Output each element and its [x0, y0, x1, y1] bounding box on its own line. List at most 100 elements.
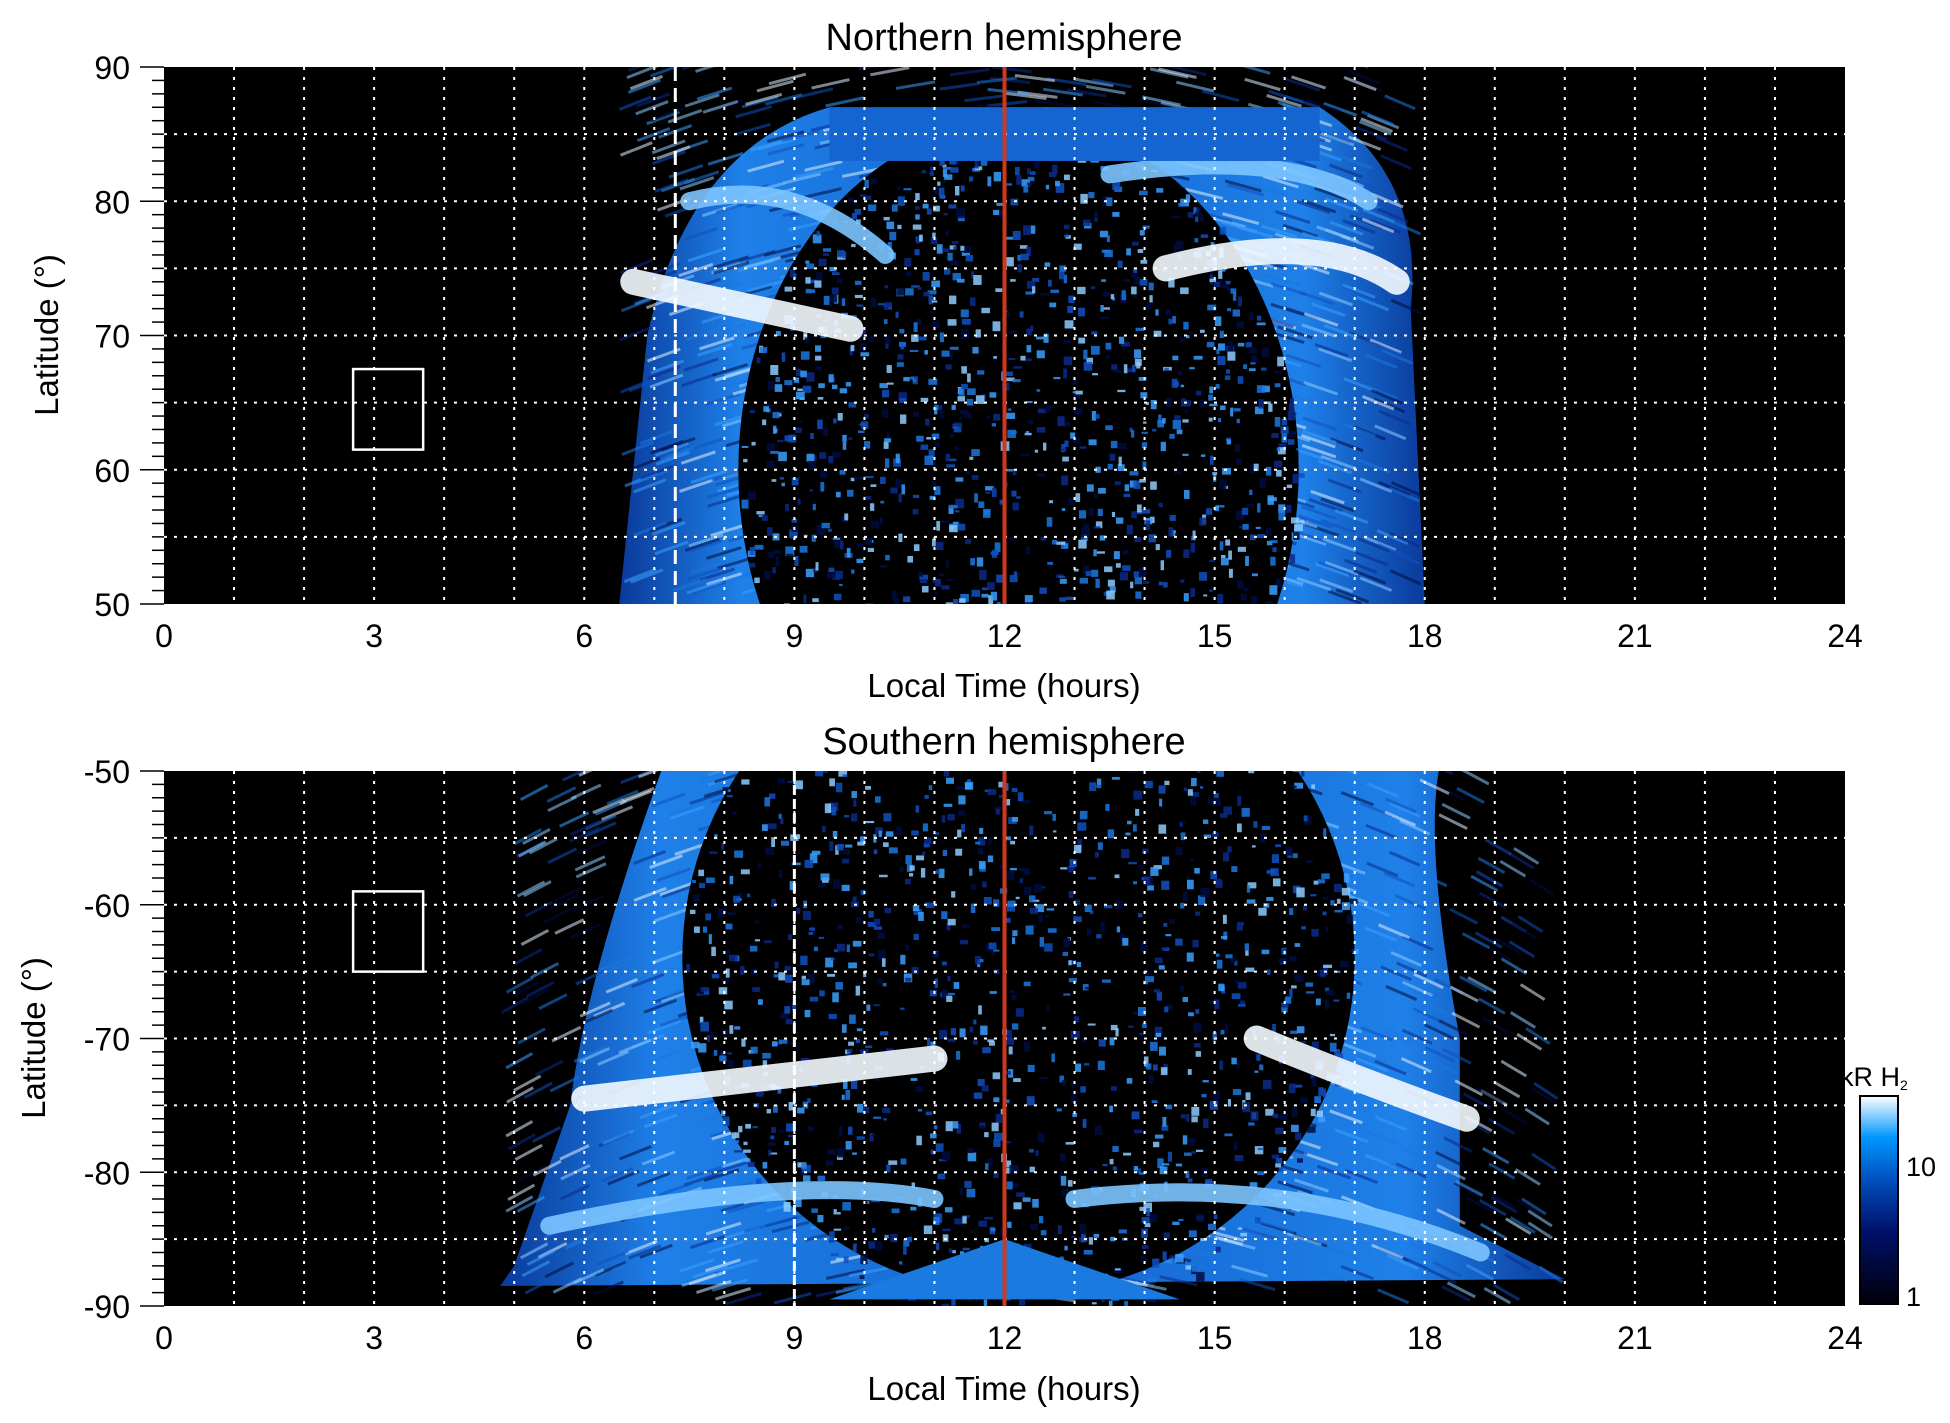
noise-pixel	[830, 957, 835, 961]
noise-pixel	[1040, 536, 1047, 541]
noise-pixel	[786, 1018, 793, 1025]
emission-streak	[620, 141, 653, 157]
emission-streak	[643, 998, 678, 1014]
emission-streak	[1355, 179, 1389, 195]
emission-streak	[696, 86, 733, 101]
emission-streak	[1467, 976, 1496, 994]
noise-pixel	[1048, 172, 1057, 178]
emission-streak	[1327, 589, 1362, 604]
emission-streak	[1412, 1007, 1444, 1024]
noise-pixel	[952, 272, 961, 281]
emission-streak	[573, 1046, 605, 1063]
emission-streak	[1509, 1216, 1536, 1234]
noise-pixel	[818, 258, 827, 267]
emission-streak	[1401, 1028, 1433, 1045]
noise-pixel	[1196, 709, 1204, 718]
noise-pixel	[1047, 639, 1054, 647]
emission-streak	[1302, 429, 1337, 445]
noise-pixel	[942, 708, 947, 713]
noise-pixel	[934, 591, 938, 595]
emission-streak	[1303, 381, 1338, 396]
noise-pixel	[795, 427, 802, 433]
x-tick-label: 3	[365, 1320, 383, 1356]
noise-pixel	[1024, 638, 1032, 646]
noise-pixel	[967, 1152, 977, 1162]
noise-pixel	[1233, 731, 1236, 733]
noise-pixel	[1098, 648, 1102, 654]
noise-pixel	[1206, 508, 1213, 515]
noise-pixel	[845, 676, 849, 681]
x-tick-label: 24	[1827, 1320, 1863, 1356]
noise-pixel	[856, 1028, 863, 1032]
noise-pixel	[954, 1218, 963, 1225]
noise-pixel	[900, 1007, 905, 1010]
noise-pixel	[1114, 648, 1121, 654]
noise-pixel	[843, 1226, 850, 1230]
noise-pixel	[728, 954, 738, 962]
noise-pixel	[942, 169, 948, 177]
noise-pixel	[1175, 846, 1183, 856]
noise-pixel	[1272, 1113, 1279, 1119]
emission-streak	[506, 1086, 534, 1104]
noise-pixel	[1220, 1029, 1225, 1035]
noise-pixel	[1267, 969, 1271, 975]
noise-pixel	[841, 884, 850, 892]
reference-box	[351, 890, 425, 973]
noise-pixel	[1216, 771, 1224, 777]
noise-pixel	[1009, 1165, 1019, 1174]
noise-pixel	[1329, 1033, 1336, 1037]
noise-pixel	[796, 907, 801, 914]
noise-pixel	[853, 201, 858, 206]
noise-pixel	[1109, 586, 1116, 593]
emission-streak	[689, 1235, 726, 1250]
noise-pixel	[775, 1042, 782, 1046]
emission-streak	[1293, 1178, 1329, 1193]
noise-pixel	[828, 528, 832, 532]
noise-pixel	[1163, 1232, 1170, 1239]
noise-pixel	[1109, 1037, 1115, 1046]
noise-pixel	[815, 771, 824, 777]
emission-streak	[559, 1184, 590, 1201]
noise-pixel	[1237, 342, 1245, 347]
noise-pixel	[912, 494, 920, 499]
noise-pixel	[1003, 1029, 1012, 1040]
emission-streak	[744, 256, 782, 269]
noise-pixel	[1341, 902, 1351, 911]
noise-pixel	[982, 508, 991, 518]
emission-streak	[727, 1200, 765, 1214]
emission-streak	[764, 93, 803, 106]
noise-pixel	[915, 1086, 924, 1092]
noise-pixel	[1278, 504, 1286, 513]
noise-pixel	[923, 1225, 933, 1235]
noise-pixel	[1208, 1000, 1213, 1004]
emission-streak	[650, 359, 685, 375]
noise-pixel	[891, 590, 897, 600]
noise-pixel	[1072, 391, 1077, 394]
noise-pixel	[1272, 547, 1277, 553]
noise-pixel	[1146, 1208, 1150, 1217]
noise-pixel	[784, 435, 793, 442]
noise-pixel	[912, 378, 916, 382]
emission-streak	[1500, 957, 1528, 975]
emission-streak	[684, 537, 720, 552]
noise-pixel	[1074, 899, 1080, 905]
emission-streak	[707, 485, 743, 499]
noise-pixel	[1159, 798, 1163, 807]
noise-pixel	[950, 433, 954, 438]
emission-streak	[1006, 91, 1047, 100]
noise-pixel	[1078, 510, 1087, 519]
noise-pixel	[1129, 480, 1137, 488]
noise-pixel	[922, 631, 929, 640]
noise-pixel	[1126, 524, 1133, 535]
noise-pixel	[777, 778, 786, 784]
emission-streak	[687, 248, 724, 263]
noise-pixel	[1310, 1073, 1315, 1079]
noise-pixel	[1010, 279, 1016, 282]
noise-pixel	[1311, 1078, 1317, 1087]
noise-pixel	[870, 503, 875, 511]
noise-pixel	[836, 250, 845, 258]
noise-pixel	[1265, 600, 1273, 604]
noise-pixel	[1073, 605, 1080, 615]
noise-pixel	[987, 176, 992, 187]
emission-streak	[1244, 77, 1281, 92]
